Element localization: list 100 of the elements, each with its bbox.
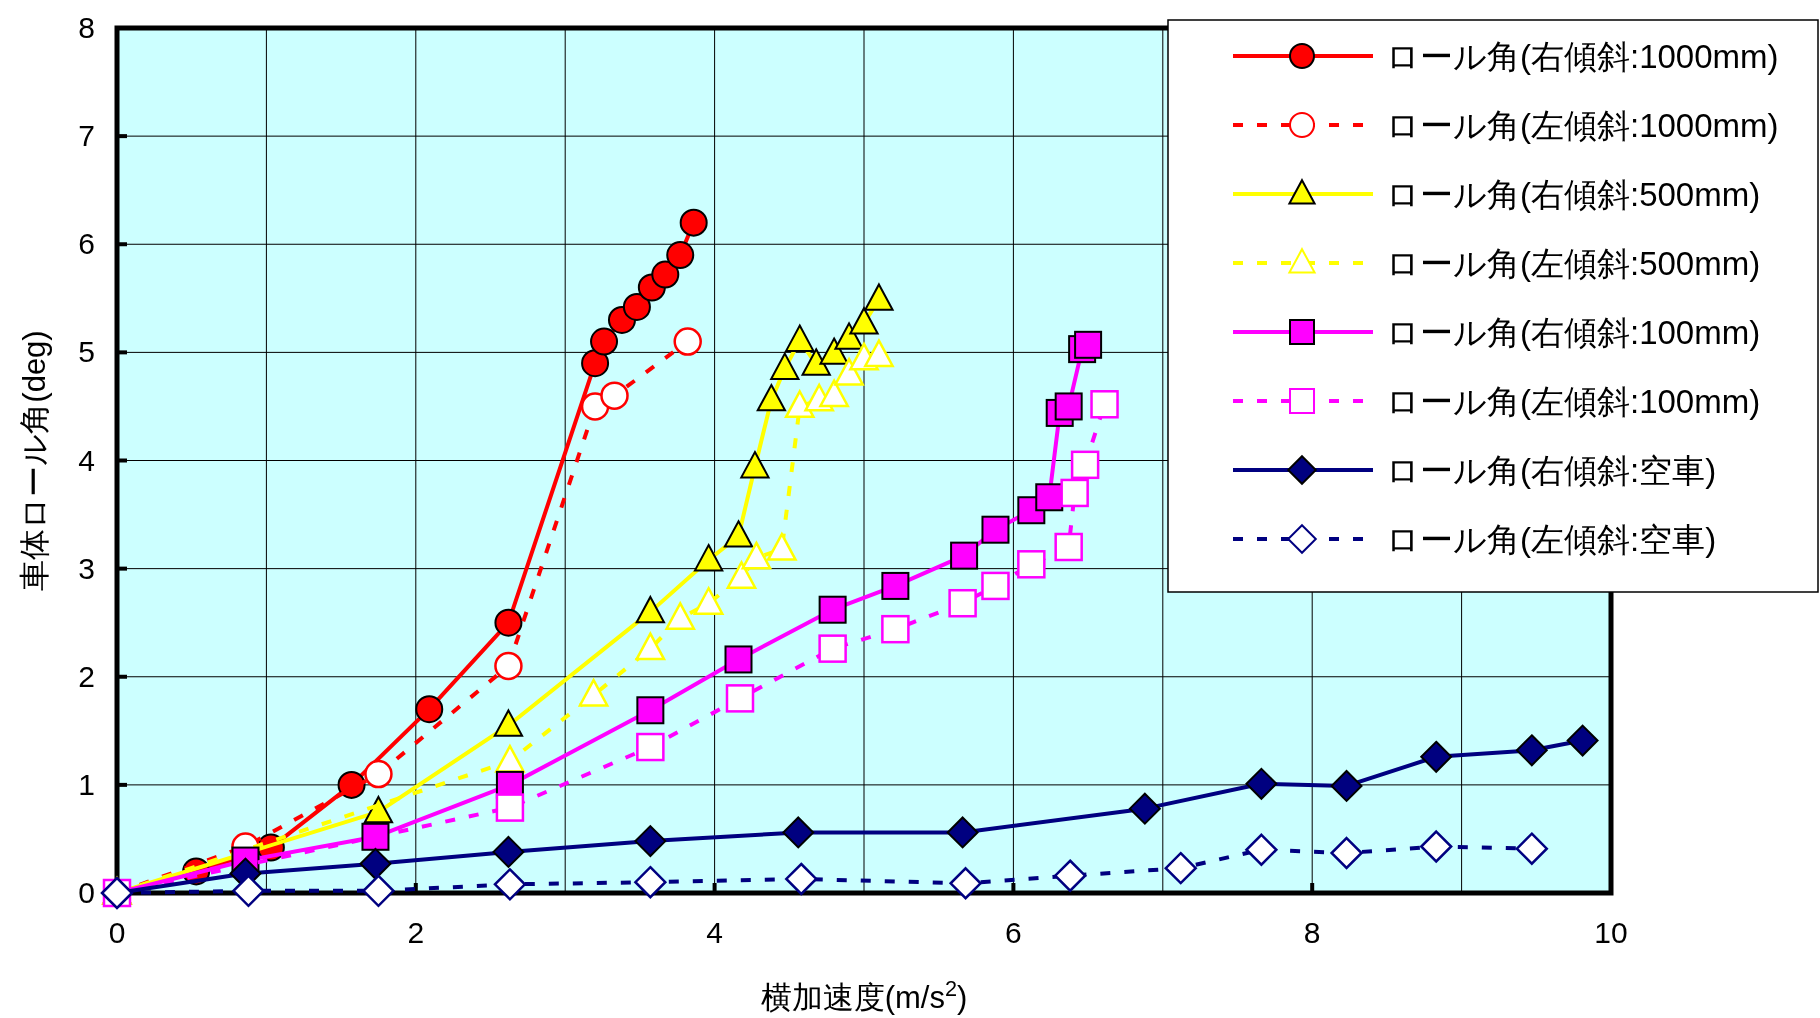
point [1128,792,1161,825]
point [881,571,910,600]
x-tick-label: 4 [706,916,723,949]
point [949,867,982,900]
point [801,348,831,376]
y-tick-label: 6 [78,227,95,261]
point [1330,836,1363,870]
point [864,339,894,368]
legend-label: ロール角(右傾斜:100mm) [1386,314,1761,351]
point [359,847,392,880]
legend-label: ロール角(右傾斜:500mm) [1386,176,1761,213]
point [1245,767,1278,800]
point [600,381,629,410]
point [1164,851,1197,885]
point [1035,483,1064,512]
point [636,696,665,725]
point [232,874,265,908]
point [1420,740,1453,773]
point [337,770,366,799]
point [784,390,815,419]
x-axis-title: 横加速度(m/s$^{2}$) [760,975,968,1015]
point [740,451,770,479]
point [1566,724,1599,757]
point [723,520,754,548]
x-tick-label: 0 [108,916,126,949]
point [724,645,753,674]
point [362,874,395,908]
y-tick-label: 2 [78,659,95,693]
legend-label: ロール角(右傾斜:空車) [1386,452,1717,489]
point [766,532,797,561]
point [818,595,847,624]
legend-label: ロール角(右傾斜:1000mm) [1386,38,1779,75]
point [636,732,665,762]
point [819,337,849,365]
y-tick-label: 7 [78,119,95,153]
y-tick-label: 0 [78,876,95,909]
point [622,292,651,321]
point [1515,832,1549,865]
point [492,835,525,868]
legend-label: ロール角(左傾斜:空車) [1386,521,1717,558]
point [666,241,695,270]
point [635,595,666,624]
point [756,384,787,412]
point [1245,833,1278,866]
point [1054,532,1083,562]
point [1090,390,1119,419]
point [818,634,847,663]
legend-label: ロール角(左傾斜:500mm) [1386,245,1761,282]
point [1054,392,1083,421]
y-tick-label: 1 [78,767,95,801]
point [693,587,724,615]
point [635,632,666,661]
point [785,324,815,352]
point [1017,550,1046,579]
point [493,868,527,901]
point [948,588,977,618]
x-tick-label: 8 [1303,916,1321,949]
y-tick-label: 3 [78,551,95,585]
point [864,283,894,311]
point [981,571,1010,601]
point [1074,330,1103,359]
point [849,307,879,335]
point [782,816,815,849]
point [1420,830,1453,863]
point [679,208,708,237]
point [651,260,680,289]
point [361,822,390,851]
point [726,561,757,589]
point [693,544,724,572]
point [1053,859,1087,892]
y-tick-label: 5 [78,335,95,369]
point [946,816,979,849]
legend-label: ロール角(左傾斜:1000mm) [1386,107,1779,144]
point [1070,450,1100,480]
point [495,793,525,822]
point [581,349,610,378]
x-tick-label: 6 [1005,916,1022,949]
point [673,327,702,356]
point [1060,478,1089,508]
point [785,862,818,896]
point [590,327,619,356]
point [725,684,755,713]
legend-label: ロール角(左傾斜:100mm) [1386,383,1761,420]
point [494,608,523,637]
y-axis-title: 車体ロール角(deg) [17,330,52,591]
point [1330,770,1363,802]
point [950,541,979,570]
point [494,651,523,681]
point [981,515,1010,544]
point [634,825,667,858]
y-tick-label: 8 [78,11,95,44]
x-tick-label: 10 [1594,916,1628,949]
point [741,541,772,570]
point [634,865,667,899]
x-tick-label: 2 [407,916,425,949]
point [665,602,696,631]
point [881,614,910,644]
point [819,379,850,408]
point [415,695,444,724]
y-tick-label: 4 [78,443,95,477]
